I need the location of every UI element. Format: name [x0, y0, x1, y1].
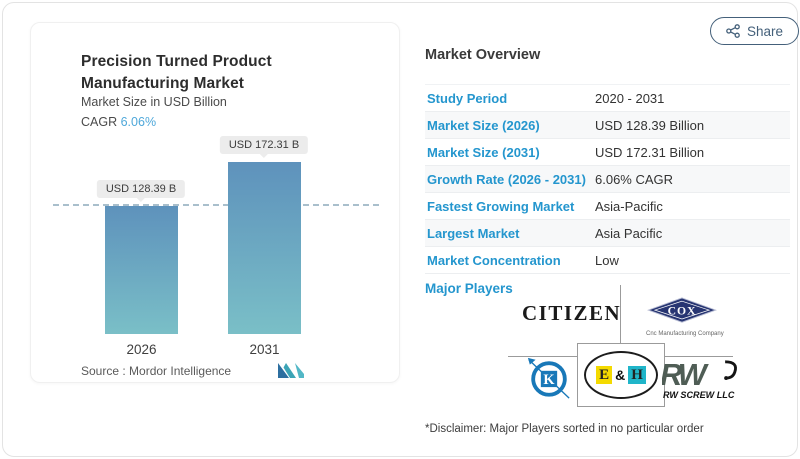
row-value: Asia-Pacific	[595, 198, 663, 214]
citizen-logo: CITIZEN	[522, 301, 622, 325]
row-label: Study Period	[427, 90, 508, 106]
bar-value-label-2026: USD 128.39 B	[96, 180, 186, 198]
major-players-label: Major Players	[425, 281, 513, 296]
bar-2031[interactable]	[228, 162, 301, 334]
table-row-market-concentration: Market Concentration Low	[425, 247, 790, 274]
share-icon	[726, 24, 740, 38]
source-attribution: Source : Mordor Intelligence	[81, 364, 231, 378]
divider-horizontal-left	[508, 356, 577, 357]
divider-horizontal-right	[665, 356, 733, 357]
row-label: Largest Market	[427, 225, 520, 241]
chart-subtitle: Market Size in USD Billion	[81, 95, 227, 109]
cox-logo: COX Cnc Manufacturing Company	[646, 297, 724, 337]
overview-heading: Market Overview	[425, 47, 541, 63]
chart-title: Precision Turned Product Manufacturing M…	[81, 53, 272, 92]
x-axis-label-2031: 2031	[249, 342, 280, 357]
eh-letter-h: H	[628, 365, 646, 385]
share-button[interactable]: Share	[710, 17, 800, 45]
row-label: Market Concentration	[427, 252, 561, 268]
overview-table: Study Period 2020 - 2031 Market Size (20…	[425, 84, 790, 274]
bar-2026[interactable]	[105, 206, 178, 334]
eh-logo-box: E & H	[577, 343, 665, 407]
table-row-largest-market: Largest Market Asia Pacific	[425, 220, 790, 247]
k-logo: K	[527, 357, 570, 399]
cox-tagline: Cnc Manufacturing Company	[646, 331, 724, 337]
chart-card: Precision Turned Product Manufacturing M…	[30, 22, 400, 383]
major-players-diagram: CITIZEN COX Cnc Manufacturing Company K …	[500, 285, 790, 415]
row-value: 2020 - 2031	[595, 90, 665, 106]
share-label: Share	[747, 23, 784, 39]
x-axis-label-2026: 2026	[126, 342, 157, 357]
row-label: Fastest Growing Market	[427, 198, 575, 214]
row-label: Market Size (2026)	[427, 117, 540, 133]
table-row-fastest-growing-market: Fastest Growing Market Asia-Pacific	[425, 193, 790, 220]
source-label: Source :	[81, 364, 126, 378]
bar-value-label-2031: USD 172.31 B	[219, 136, 309, 154]
svg-text:K: K	[543, 372, 555, 388]
table-row-market-size-2031: Market Size (2031) USD 172.31 Billion	[425, 139, 790, 166]
table-row-market-size-2026: Market Size (2026) USD 128.39 Billion	[425, 112, 790, 139]
source-value: Mordor Intelligence	[129, 364, 232, 378]
cagr-value: 6.06%	[120, 115, 157, 129]
eh-logo: E & H	[584, 351, 658, 399]
svg-text:RW SCREW LLC: RW SCREW LLC	[663, 390, 735, 400]
table-row-growth-rate: Growth Rate (2026 - 2031) 6.06% CAGR	[425, 166, 790, 193]
divider-vertical	[620, 285, 621, 343]
cox-diamond-icon: COX	[647, 297, 717, 323]
row-value: Asia Pacific	[595, 225, 663, 241]
row-value: Low	[595, 252, 619, 268]
table-row-study-period: Study Period 2020 - 2031	[425, 85, 790, 112]
mordor-intelligence-logo-icon	[278, 363, 304, 378]
reference-dashed-line	[53, 204, 379, 206]
svg-text:RW: RW	[662, 358, 710, 392]
eh-ampersand: &	[615, 367, 626, 383]
cagr-label: CAGR	[81, 115, 118, 129]
bar-chart: USD 128.39 B USD 172.31 B 2026 2031	[31, 23, 401, 384]
disclaimer-text: *Disclaimer: Major Players sorted in no …	[425, 423, 704, 435]
row-label: Market Size (2031)	[427, 144, 540, 160]
svg-text:COX: COX	[668, 304, 697, 317]
row-value: USD 128.39 Billion	[595, 117, 705, 133]
rw-screw-logo: RW RW SCREW LLC	[662, 358, 737, 400]
row-value: 6.06% CAGR	[595, 171, 674, 187]
row-value: USD 172.31 Billion	[595, 144, 705, 160]
eh-letter-e: E	[596, 365, 613, 385]
row-label: Growth Rate (2026 - 2031)	[427, 171, 586, 187]
chart-cagr: CAGR 6.06%	[81, 115, 156, 129]
